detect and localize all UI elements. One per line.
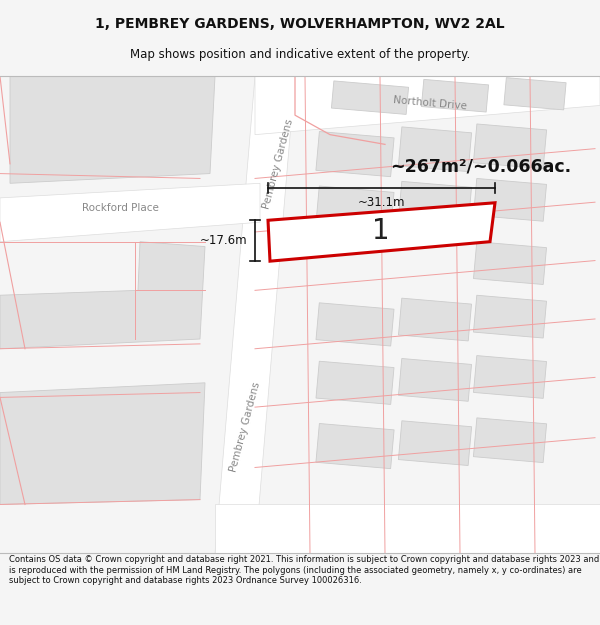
Text: ~267m²/~0.066ac.: ~267m²/~0.066ac. [390, 158, 571, 176]
Bar [316, 361, 394, 404]
Bar [316, 424, 394, 469]
Bar [473, 418, 547, 462]
Text: Contains OS data © Crown copyright and database right 2021. This information is : Contains OS data © Crown copyright and d… [9, 555, 599, 585]
Text: Rockford Place: Rockford Place [82, 202, 158, 212]
Bar [331, 81, 409, 114]
Polygon shape [255, 76, 600, 134]
Text: Pembrey Gardens: Pembrey Gardens [261, 118, 295, 210]
Bar [316, 303, 394, 346]
Bar [421, 79, 488, 112]
Bar [398, 181, 472, 224]
Bar [398, 421, 472, 466]
Bar [473, 356, 547, 398]
Text: Northolt Drive: Northolt Drive [393, 95, 467, 112]
Bar [316, 131, 394, 177]
Text: ~17.6m: ~17.6m [199, 234, 247, 248]
Text: Pembrey Gardens: Pembrey Gardens [228, 381, 262, 472]
Bar [316, 186, 394, 229]
Bar [473, 179, 547, 221]
Bar [473, 295, 547, 338]
Polygon shape [215, 76, 295, 553]
Polygon shape [0, 242, 205, 349]
Bar [398, 127, 472, 172]
Bar [504, 78, 566, 110]
Bar [398, 298, 472, 341]
Polygon shape [10, 76, 215, 183]
Text: 1, PEMBREY GARDENS, WOLVERHAMPTON, WV2 2AL: 1, PEMBREY GARDENS, WOLVERHAMPTON, WV2 2… [95, 18, 505, 31]
Bar [473, 124, 547, 169]
Bar [473, 242, 547, 284]
Bar [398, 359, 472, 401]
Polygon shape [268, 202, 495, 261]
Polygon shape [0, 382, 205, 504]
Polygon shape [0, 183, 260, 242]
Text: ~31.1m: ~31.1m [358, 196, 405, 209]
Text: Map shows position and indicative extent of the property.: Map shows position and indicative extent… [130, 48, 470, 61]
Text: 1: 1 [372, 217, 389, 246]
Polygon shape [215, 504, 600, 553]
